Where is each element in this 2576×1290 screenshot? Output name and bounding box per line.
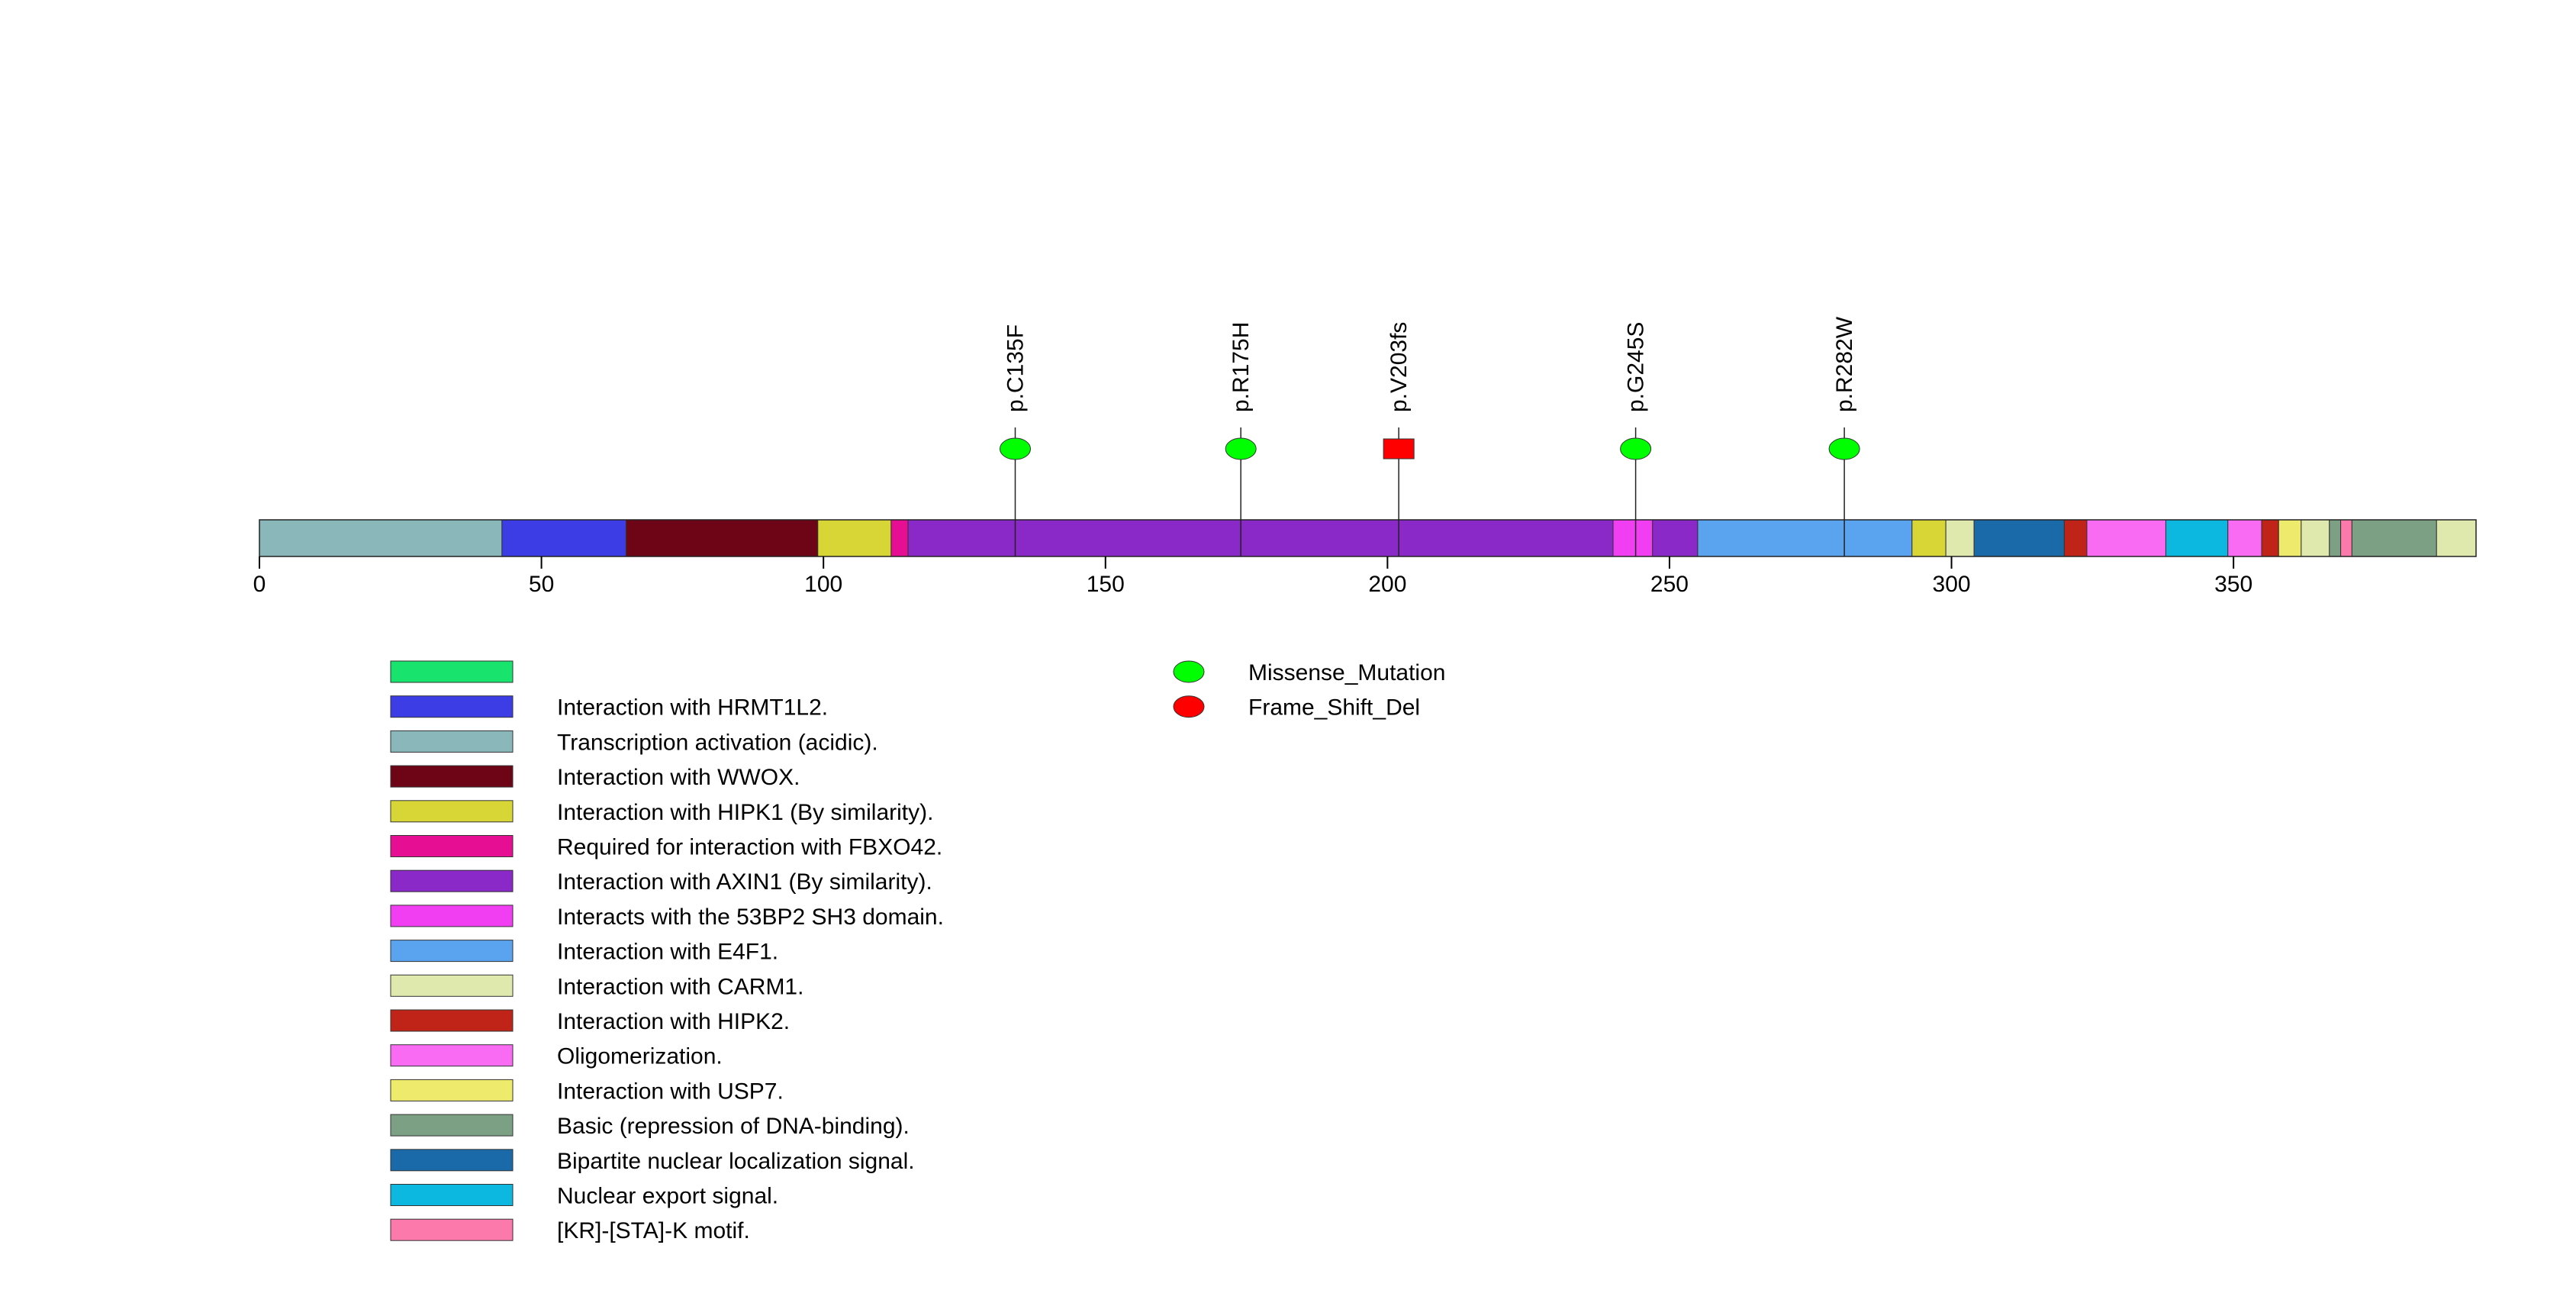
protein-region xyxy=(1945,519,1975,557)
missense-marker xyxy=(1225,437,1257,460)
legend-label: Bipartite nuclear localization signal. xyxy=(557,1149,915,1174)
protein-region xyxy=(817,519,892,557)
legend-marker xyxy=(1173,660,1205,683)
mutation-label: p.R282W xyxy=(1832,316,1857,412)
protein-region xyxy=(2340,519,2352,557)
legend-label: Interacts with the 53BP2 SH3 domain. xyxy=(557,905,944,930)
missense-marker xyxy=(1620,437,1652,460)
x-axis-tick-label: 100 xyxy=(804,572,842,597)
protein-regions xyxy=(259,519,2477,557)
legend-label: Required for interaction with FBXO42. xyxy=(557,835,942,860)
legend-swatch xyxy=(390,940,514,963)
legend-swatch xyxy=(390,1044,514,1067)
legend-swatch xyxy=(390,835,514,857)
legend-swatch xyxy=(390,1149,514,1172)
mutation-type-legend: Missense_Mutation Frame_Shift_Del xyxy=(1173,660,1445,721)
protein-region xyxy=(2301,519,2330,557)
legend-label: Interaction with HIPK2. xyxy=(557,1009,790,1034)
x-axis-tick-label: 0 xyxy=(253,572,266,597)
legend-label: Transcription activation (acidic). xyxy=(557,730,878,755)
x-axis: 0 50 100 150 200 250 300 350 xyxy=(253,556,2252,597)
legend-swatch xyxy=(390,1114,514,1137)
missense-marker xyxy=(1828,437,1860,460)
protein-region xyxy=(2436,519,2477,557)
protein-region xyxy=(2261,519,2279,557)
mutation-lollipops: p.C135F p.R175H p.V203fs p.G245S p.R282W xyxy=(1000,316,1860,556)
legend-swatch xyxy=(390,974,514,997)
legend-label: Basic (repression of DNA-binding). xyxy=(557,1114,910,1139)
legend-label: Interaction with AXIN1 (By similarity). xyxy=(557,869,932,895)
protein-region xyxy=(1652,519,1699,557)
legend-label: Interaction with E4F1. xyxy=(557,940,778,965)
legend-label: Oligomerization. xyxy=(557,1044,723,1069)
protein-region xyxy=(2329,519,2342,557)
legend-swatch xyxy=(390,800,514,823)
legend-swatch xyxy=(390,765,514,788)
x-axis-tick-label: 200 xyxy=(1368,572,1406,597)
protein-region xyxy=(1697,519,1913,557)
legend-swatch xyxy=(390,869,514,892)
protein-backbone-outline xyxy=(259,519,2477,557)
legend-swatch xyxy=(390,1009,514,1032)
protein-region xyxy=(1911,519,1946,557)
protein-region xyxy=(2227,519,2262,557)
domain-legend: Interaction with HRMT1L2. Transcription a… xyxy=(390,660,944,1243)
legend-swatch xyxy=(390,1184,514,1206)
legend-label: Nuclear export signal. xyxy=(557,1184,778,1209)
protein-region xyxy=(2086,519,2166,557)
protein-region xyxy=(501,519,626,557)
x-axis-tick-label: 300 xyxy=(1933,572,1971,597)
missense-marker xyxy=(1000,437,1032,460)
legend-marker xyxy=(1173,695,1205,718)
mutation-label: p.R175H xyxy=(1228,322,1254,412)
protein-region xyxy=(625,519,819,557)
legend-label: Interaction with CARM1. xyxy=(557,974,803,999)
legend-swatch xyxy=(390,1079,514,1101)
frameshift-marker xyxy=(1383,438,1415,460)
x-axis-tick-label: 150 xyxy=(1087,572,1125,597)
protein-region xyxy=(1973,519,2065,557)
mutation-label: p.V203fs xyxy=(1386,322,1412,412)
protein-region xyxy=(890,519,909,557)
legend-swatch xyxy=(390,730,514,753)
protein-region xyxy=(259,519,503,557)
legend-label: Missense_Mutation xyxy=(1248,660,1445,685)
x-axis-tick-label: 250 xyxy=(1650,572,1689,597)
legend-swatch xyxy=(390,695,514,718)
protein-region xyxy=(2278,519,2302,557)
legend-label: Interaction with USP7. xyxy=(557,1079,784,1104)
x-axis-tick-label: 50 xyxy=(529,572,554,597)
protein-region xyxy=(2165,519,2229,557)
legend-swatch xyxy=(390,905,514,927)
protein-region xyxy=(907,519,1614,557)
legend-swatch xyxy=(390,1218,514,1241)
protein-region xyxy=(1612,519,1653,557)
legend-label: [KR]-[STA]-K motif. xyxy=(557,1218,750,1243)
legend-label: Interaction with HRMT1L2. xyxy=(557,695,828,721)
mutation-label: p.G245S xyxy=(1624,322,1649,412)
protein-region xyxy=(2063,519,2088,557)
legend-swatch xyxy=(390,660,514,683)
mutation-label: p.C135F xyxy=(1003,324,1029,412)
legend-label: Frame_Shift_Del xyxy=(1248,695,1420,721)
x-axis-tick-label: 350 xyxy=(2214,572,2252,597)
legend-label: Interaction with WWOX. xyxy=(557,765,800,790)
legend-label: Interaction with HIPK1 (By similarity). xyxy=(557,800,933,825)
protein-region xyxy=(2351,519,2437,557)
